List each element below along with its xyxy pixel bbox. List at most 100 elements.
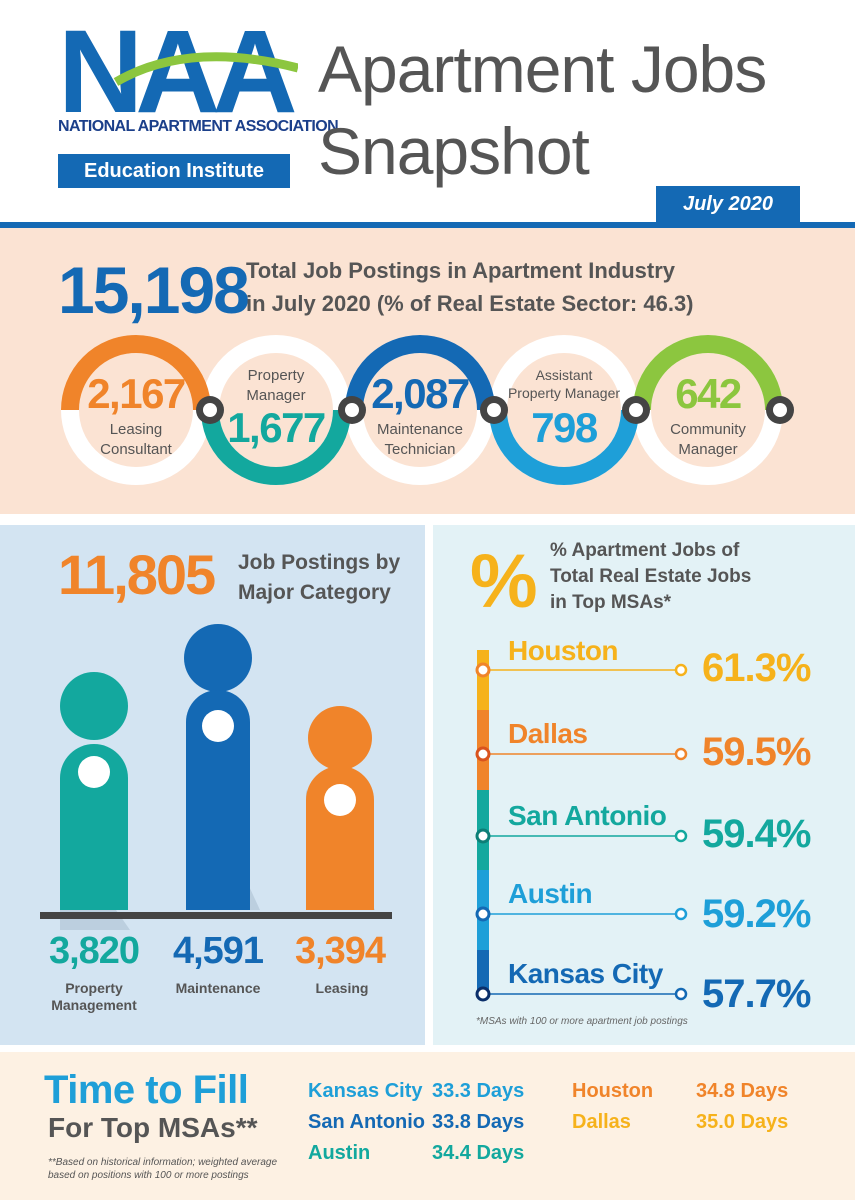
ring-label-community-manager: Community Manager [650, 420, 766, 460]
major-caption-line: Major Category [238, 581, 391, 604]
timeline-dot-icon [475, 746, 491, 762]
ring-label-line: Property [247, 367, 305, 384]
fill-days-dallas: 35.0 Days [696, 1111, 789, 1133]
category-value-leasing: 3,394 [294, 930, 386, 972]
ring-label-leasing: Leasing Consultant [78, 420, 194, 460]
total-postings-section [0, 228, 855, 514]
ring-label-line: Manager [678, 441, 738, 458]
fill-city-kansas-city: Kansas City [308, 1080, 423, 1102]
ring-value-property-manager: 1,677 [227, 404, 326, 451]
ring-label-line: Maintenance [377, 421, 463, 438]
msa-row-connector [475, 828, 688, 844]
timeline-segment [477, 950, 489, 996]
msa-pct-san-antonio: 59.4% [702, 812, 811, 856]
total-postings-caption: Total Job Postings in Apartment Industry… [246, 254, 694, 320]
timeline-dot-icon [475, 662, 491, 678]
msa-caption-line: % Apartment Jobs of [550, 540, 740, 561]
total-caption-line1: Total Job Postings in Apartment Industry [246, 258, 676, 283]
logo-institute: Education Institute [58, 154, 290, 188]
time-to-fill-footnote: **Based on historical information; weigh… [48, 1157, 278, 1181]
msa-pct-kansas-city: 57.7% [702, 972, 811, 1016]
page-title-line2: Snapshot [318, 114, 590, 188]
fill-days-houston: 34.8 Days [696, 1080, 789, 1102]
timeline-dot-icon [475, 986, 491, 1002]
category-label-maintenance: Maintenance [175, 980, 261, 996]
major-postings-caption: Job Postings by Major Category [238, 548, 400, 608]
time-to-fill-section [0, 1052, 855, 1200]
msa-city-kansas-city: Kansas City [508, 958, 663, 989]
category-figures [40, 624, 392, 930]
figure-leasing [306, 706, 374, 910]
naa-logo: NAA [58, 20, 298, 120]
ring-arc-property-manager [201, 409, 351, 485]
timeline-dot-icon [674, 663, 688, 677]
msa-pct-austin: 59.2% [702, 892, 811, 936]
fill-city-san-antonio: San Antonio [308, 1111, 426, 1133]
connector-dot-icon [338, 396, 366, 424]
figure-dot-icon [202, 710, 234, 742]
msa-caption-line: in Top MSAs* [550, 592, 672, 613]
figure-dot-icon [324, 784, 356, 816]
ring-arc-assistant-pm [489, 409, 639, 485]
connector-dot-icon [196, 396, 224, 424]
msa-caption-line: Total Real Estate Jobs [550, 566, 752, 587]
ring-label-line: Consultant [100, 441, 172, 458]
msa-caption: % Apartment Jobs of Total Real Estate Jo… [550, 538, 751, 616]
msa-footnote: *MSAs with 100 or more apartment job pos… [476, 1016, 688, 1027]
ring-value-leasing: 2,167 [87, 370, 186, 417]
ring-label-line: Leasing [109, 421, 163, 438]
major-postings-value: 11,805 [58, 543, 216, 606]
fill-days-austin: 34.4 Days [432, 1142, 525, 1164]
ring-value-maintenance: 2,087 [371, 370, 470, 417]
ring-value-assistant-pm: 798 [531, 404, 598, 451]
ring-arc-maintenance [345, 335, 495, 411]
baseline-bar [40, 912, 392, 919]
ring-label-line: Assistant [535, 367, 593, 383]
ring-label-line: Property Manager [507, 385, 621, 401]
msa-city-austin: Austin [508, 878, 593, 909]
msa-section [433, 525, 855, 1045]
category-label-line: Management [51, 997, 137, 1013]
msa-pct-houston: 61.3% [702, 646, 811, 690]
page-title-line1: Apartment Jobs [318, 32, 767, 106]
time-to-fill-title: Time to Fill [44, 1068, 249, 1112]
msa-pct-dallas: 59.5% [702, 730, 811, 774]
date-badge: July 2020 [656, 186, 800, 222]
timeline-dot-icon [475, 906, 491, 922]
ring-label-maintenance: Maintenance Technician [360, 420, 480, 460]
timeline-dot-icon [674, 907, 688, 921]
msa-timeline [475, 650, 688, 1002]
naa-swoosh-icon [113, 52, 298, 86]
msa-city-houston: Houston [508, 635, 619, 666]
percent-icon: % [470, 539, 538, 624]
ring-arc-community-manager [633, 335, 783, 411]
total-caption-line2: in July 2020 (% of Real Estate Sector: 4… [246, 291, 694, 316]
total-postings-value: 15,198 [58, 253, 250, 327]
figure-property-management [60, 672, 128, 910]
category-label-property-management: Property Management [34, 980, 154, 1014]
figure-dot-icon [78, 756, 110, 788]
connector-dot-icon [480, 396, 508, 424]
category-label-line: Property [65, 980, 123, 996]
ring-label-line: Community [670, 421, 746, 438]
ring-label-property-manager: Property Manager [218, 366, 334, 406]
ring-label-line: Manager [246, 387, 306, 404]
fill-days-kansas-city: 33.3 Days [432, 1080, 525, 1102]
ring-value-community-manager: 642 [675, 370, 742, 417]
fill-city-dallas: Dallas [572, 1111, 631, 1133]
connector-dot-icon [622, 396, 650, 424]
category-value-maintenance: 4,591 [172, 930, 264, 972]
fill-city-austin: Austin [308, 1142, 371, 1164]
ring-chain [61, 335, 794, 485]
logo-org-name: NATIONAL APARTMENT ASSOCIATION [58, 118, 339, 135]
timeline-dot-icon [674, 987, 688, 1001]
msa-row-connector [475, 662, 688, 678]
naa-logo-letters: NAA [58, 20, 295, 120]
timeline-dot-icon [475, 828, 491, 844]
figure-maintenance [184, 624, 252, 910]
time-to-fill-subtitle: For Top MSAs** [48, 1112, 258, 1143]
category-value-property-management: 3,820 [48, 930, 140, 972]
msa-city-san-antonio: San Antonio [508, 800, 667, 831]
msa-row-connector [475, 906, 688, 922]
timeline-segment [477, 650, 489, 710]
